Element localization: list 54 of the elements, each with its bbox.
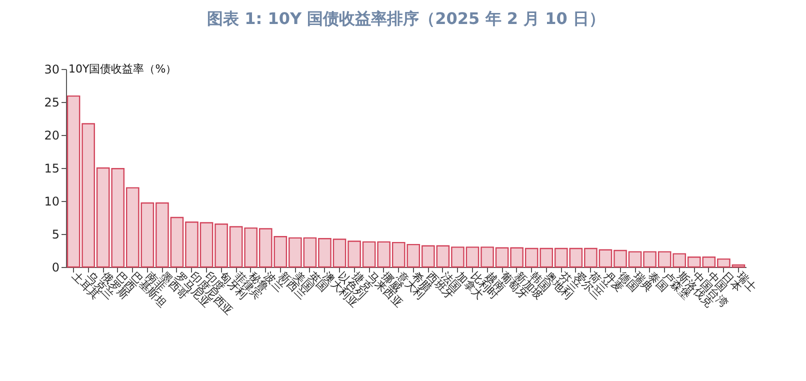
bar [717,258,730,268]
y-tick-label: 0 [52,260,60,274]
bar [628,251,642,268]
y-tick-label: 25 [44,96,60,110]
bar [702,256,716,268]
bar [200,222,214,268]
bar [480,246,494,268]
y-tick-label: 15 [44,162,60,176]
bar [672,253,686,268]
bar [598,249,612,268]
bar [554,248,568,268]
bar [244,227,258,268]
bar [451,246,464,268]
bar [82,123,95,268]
bar [362,241,376,268]
bar [584,248,598,268]
bar [96,167,110,268]
bar [436,245,450,268]
bar [687,256,701,268]
bar [156,202,169,268]
bar [288,237,302,268]
y-tick-label: 20 [44,128,60,142]
bar [66,95,80,268]
bar [510,247,524,268]
bar [303,237,317,268]
bar [126,187,140,268]
bar [318,238,332,268]
bar [140,202,154,268]
y-tick-label: 10 [44,194,60,208]
chart-title: 图表 1: 10Y 国债收益率排序（2025 年 2 月 10 日） [207,9,605,28]
bar [643,251,656,268]
y-axis-title: 10Y国债收益率（%） [68,62,177,76]
bar [348,240,361,268]
bar [406,244,420,268]
y-tick-label: 30 [44,62,60,76]
bar [377,241,390,268]
bar [466,246,480,268]
bar [111,168,125,268]
bar [185,222,198,268]
bar [569,248,583,268]
bar [495,247,509,268]
bar [274,236,288,268]
bar [524,248,538,268]
bar [214,224,228,268]
bar [422,245,435,268]
bar [540,248,554,268]
bar [392,242,406,268]
bar [229,226,243,268]
bar [258,228,272,268]
bar [658,251,672,268]
y-tick-label: 5 [52,228,60,242]
bar [170,216,184,268]
bar [332,238,346,268]
bar [614,250,627,268]
